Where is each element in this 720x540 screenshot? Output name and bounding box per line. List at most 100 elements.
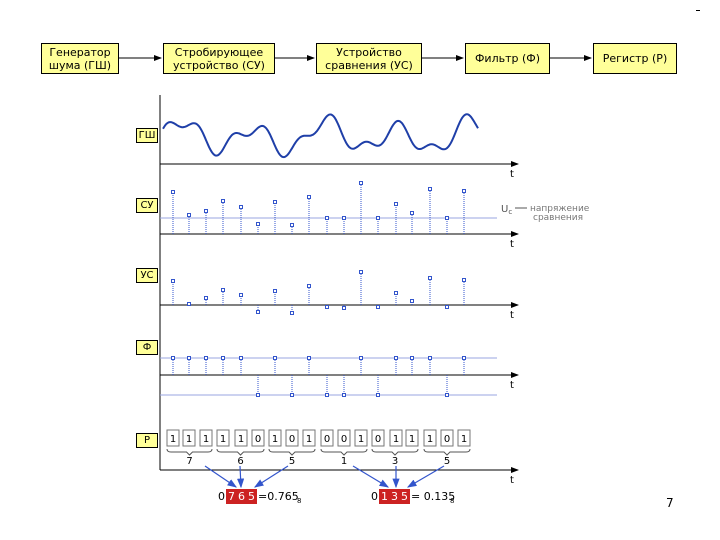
block-register: Регистр (Р) — [593, 43, 677, 74]
comparator-sample-dot — [359, 270, 363, 274]
tag-comparator: УС — [136, 268, 158, 283]
comparator-sample-dot — [204, 296, 208, 300]
filter-sample-dot — [445, 393, 449, 397]
strobe-sample-dot — [394, 202, 398, 206]
register-bit: 0 — [375, 434, 381, 445]
axis-label-t: t — [510, 239, 514, 250]
filter-sample-dot — [376, 393, 380, 397]
register-bit-cell — [405, 429, 419, 447]
comparator-sample-dot — [290, 311, 294, 315]
register-bit-cell — [302, 429, 316, 447]
group-digit: 5 — [289, 456, 295, 467]
register-bit: 0 — [324, 434, 330, 445]
svg-text:8: 8 — [297, 497, 301, 505]
tag-noise: ГШ — [136, 128, 158, 143]
group-bracket — [320, 448, 368, 456]
register-bit-cell — [251, 429, 265, 447]
time-axes — [160, 161, 519, 473]
register-bit: 0 — [289, 434, 295, 445]
group-digit: 3 — [392, 456, 398, 467]
register-bit: 1 — [306, 434, 312, 445]
register-bit: 1 — [272, 434, 278, 445]
comparator-sample-dot — [445, 305, 449, 309]
register-bit: 1 — [427, 434, 433, 445]
register-bit-cell — [354, 429, 368, 447]
tag-filter: Ф — [136, 340, 158, 355]
comparator-sample-dot — [376, 305, 380, 309]
register-bit: 1 — [220, 434, 226, 445]
result2-digit: 1 — [381, 490, 388, 503]
comparator-sample-dot — [273, 289, 277, 293]
result-2: 0. 1 3 5 = 0.135 8 — [371, 489, 455, 505]
register-bit: 0 — [255, 434, 261, 445]
strobe-sample-dot — [239, 205, 243, 209]
register-bit-cell — [457, 429, 471, 447]
result2-digit: 5 — [401, 490, 408, 503]
register-bit: 1 — [186, 434, 192, 445]
filter-sample-dot — [428, 356, 432, 360]
filter-sample-dot — [307, 356, 311, 360]
register-bit-cell — [199, 429, 213, 447]
block-strobe-device: Стробирующее устройство (СУ) — [163, 43, 275, 74]
axis-label-t: t — [510, 475, 514, 486]
result1-digit: 6 — [238, 490, 245, 503]
register-bit: 1 — [238, 434, 244, 445]
svg-text:=0.765: =0.765 — [258, 490, 299, 503]
comparator-sample-dot — [410, 299, 414, 303]
register-bit-cell — [389, 429, 403, 447]
group-digit: 5 — [444, 456, 450, 467]
register-bit-cell — [423, 429, 437, 447]
axis-label-t: t — [510, 169, 514, 180]
filter-sample-dot — [290, 393, 294, 397]
filter-sample-dot — [204, 356, 208, 360]
strobe-sample-dot — [445, 216, 449, 220]
group-digit: 7 — [186, 456, 192, 467]
svg-text:8: 8 — [450, 497, 454, 505]
svg-text:0.: 0. — [371, 490, 382, 503]
octal-groups: 7 6 5 1 3 5 — [166, 448, 471, 467]
threshold-symbol: Uc — [501, 204, 512, 216]
register-bit-cell — [182, 429, 196, 447]
register-bit: 1 — [170, 434, 176, 445]
strobe-sample-dot — [359, 181, 363, 185]
register-bit-cell — [285, 429, 299, 447]
sample-groups — [171, 181, 466, 397]
comparator-sample-dot — [239, 293, 243, 297]
register-bit-cell — [371, 429, 385, 447]
filter-sample-dot — [187, 356, 191, 360]
result1-digit: 5 — [248, 490, 255, 503]
axis-label-t: t — [510, 310, 514, 321]
strobe-sample-dot — [171, 190, 175, 194]
strobe-sample-dot — [376, 216, 380, 220]
strobe-sample-dot — [307, 195, 311, 199]
strobe-sample-dot — [187, 213, 191, 217]
group-digit: 1 — [341, 456, 347, 467]
register-bit: 1 — [393, 434, 399, 445]
result2-digit: 3 — [391, 490, 398, 503]
comparator-sample-dot — [428, 276, 432, 280]
threshold-label: сравнения — [533, 213, 583, 223]
result-1: 0. 7 6 5 =0.765 8 — [218, 489, 301, 505]
svg-text:= 0.135: = 0.135 — [411, 490, 455, 503]
result1-digit: 7 — [228, 490, 235, 503]
filter-sample-dot — [410, 356, 414, 360]
register-bit-cell — [166, 429, 180, 447]
comparator-sample-dot — [462, 278, 466, 282]
group-bracket — [268, 448, 316, 456]
filter-sample-dot — [342, 393, 346, 397]
filter-sample-dot — [239, 356, 243, 360]
filter-sample-dot — [394, 356, 398, 360]
block-filter: Фильтр (Ф) — [465, 43, 550, 74]
register-bit: 1 — [461, 434, 467, 445]
comparator-sample-dot — [307, 284, 311, 288]
strobe-sample-dot — [221, 199, 225, 203]
comparator-sample-dot — [325, 305, 329, 309]
corner-mark — [696, 10, 700, 11]
threshold-label: напряжение — [530, 204, 590, 214]
block-comparator: Устройство сравнения (УС) — [316, 43, 422, 74]
comparator-sample-dot — [187, 302, 191, 306]
comparator-sample-dot — [221, 288, 225, 292]
tag-register: Р — [136, 433, 158, 448]
strobe-sample-dot — [410, 211, 414, 215]
